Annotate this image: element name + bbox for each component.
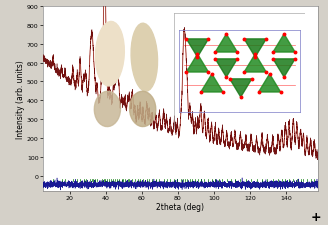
Polygon shape (230, 79, 252, 97)
Polygon shape (273, 35, 295, 53)
Ellipse shape (95, 22, 124, 87)
Ellipse shape (94, 92, 120, 127)
Polygon shape (244, 55, 266, 73)
Y-axis label: Intensity (arb. units): Intensity (arb. units) (16, 60, 25, 138)
X-axis label: 2theta (deg): 2theta (deg) (156, 202, 204, 211)
Ellipse shape (131, 24, 157, 92)
Polygon shape (186, 55, 209, 73)
Polygon shape (273, 60, 295, 78)
Ellipse shape (130, 92, 156, 127)
Polygon shape (258, 74, 281, 93)
Polygon shape (201, 74, 223, 93)
Polygon shape (244, 40, 266, 58)
Polygon shape (186, 40, 209, 58)
Polygon shape (215, 35, 237, 53)
Polygon shape (215, 60, 237, 78)
Text: +: + (311, 210, 321, 223)
